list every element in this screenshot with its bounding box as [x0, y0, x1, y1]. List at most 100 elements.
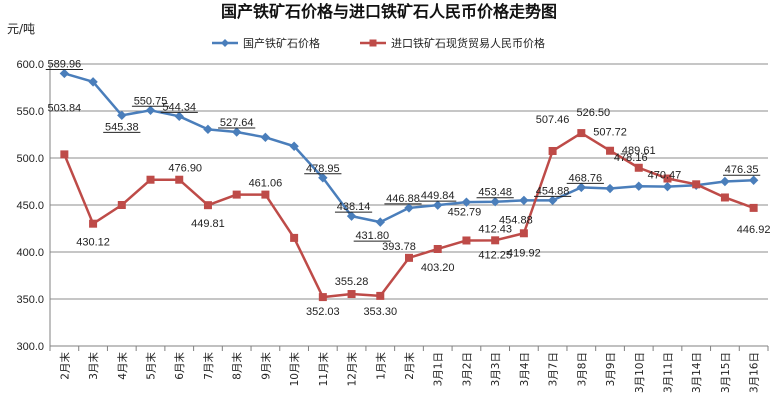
x-tick-label: 8月末	[231, 352, 244, 380]
data-label: 589.96	[48, 58, 82, 70]
legend: 国产铁矿石价格 进口铁矿石现货贸易人民币价格	[212, 36, 545, 50]
data-label: 476.90	[168, 163, 202, 175]
data-label: 446.92	[737, 224, 771, 236]
y-tick-label: 300.0	[16, 341, 44, 353]
data-point	[117, 201, 126, 209]
data-label: 478.16	[614, 152, 648, 164]
data-point	[88, 77, 98, 87]
x-tick-label: 3月末	[87, 352, 100, 380]
data-label: 446.88	[386, 193, 420, 205]
data-label: 353.30	[363, 306, 397, 318]
data-point	[577, 129, 586, 138]
data-point	[462, 236, 471, 245]
x-tick-label: 3月16日	[749, 352, 761, 393]
data-point	[491, 236, 500, 245]
data-point	[203, 124, 213, 135]
x-tick-label: 3月7日	[548, 352, 560, 386]
y-tick-label: 350.0	[16, 294, 44, 306]
data-point	[720, 176, 730, 187]
data-label: 550.75	[134, 95, 168, 107]
data-label: 527.64	[220, 117, 254, 129]
data-label: 461.06	[249, 178, 283, 190]
data-point	[433, 200, 443, 210]
data-point	[405, 253, 413, 262]
data-label: 454.88	[536, 185, 570, 197]
y-tick-label: 400.0	[16, 247, 44, 259]
data-label: 489.61	[622, 145, 656, 157]
x-tick-label: 10月末	[288, 352, 301, 387]
data-label: 412.25	[478, 249, 512, 261]
y-tick-label: 550.0	[16, 106, 44, 118]
data-label: 476.35	[725, 164, 759, 176]
data-point	[519, 229, 528, 238]
x-tick-label: 3月10日	[634, 352, 646, 393]
data-point	[634, 181, 644, 191]
y-tick-label: 450.0	[16, 200, 44, 212]
x-tick-label: 7月末	[202, 352, 215, 380]
data-point	[146, 175, 155, 184]
y-tick-label: 600.0	[16, 59, 44, 71]
data-label: 393.78	[382, 241, 416, 253]
axes: 300.0 350.0 400.0 450.0 500.0 550.0 600.0 2月末 3月…	[16, 59, 769, 393]
data-point	[663, 174, 672, 183]
series-lines	[59, 68, 759, 302]
data-point	[519, 195, 529, 206]
data-label: 453.48	[478, 187, 512, 199]
x-tick-label: 3月4日	[519, 352, 531, 386]
data-point	[461, 197, 472, 207]
chart-title: 国产铁矿石价格与进口铁矿石人民币价格走势图	[221, 2, 557, 21]
data-point	[117, 110, 127, 121]
x-tick-label: 2月末	[403, 352, 416, 380]
data-point	[203, 201, 212, 210]
data-label: 419.92	[507, 247, 541, 259]
data-point	[175, 175, 184, 184]
data-point	[748, 175, 759, 185]
x-tick-label: 12月末	[346, 352, 359, 387]
data-point	[260, 132, 271, 143]
data-point	[290, 233, 299, 242]
data-label: 478.95	[306, 163, 340, 175]
data-point	[318, 173, 328, 183]
x-tick-label: 6月末	[173, 352, 186, 380]
data-point	[346, 211, 357, 221]
data-point	[576, 182, 587, 193]
data-label: 431.80	[355, 230, 389, 242]
data-label: 430.12	[76, 237, 110, 249]
data-label: 503.84	[48, 102, 82, 114]
data-label: 352.03	[306, 306, 340, 318]
data-point	[232, 190, 241, 199]
data-point	[89, 219, 98, 228]
data-point	[634, 163, 643, 172]
data-point	[174, 111, 184, 122]
y-axis-unit-label: 元/吨	[7, 22, 35, 36]
data-point	[231, 127, 242, 137]
x-tick-label: 2月末	[58, 352, 71, 380]
x-tick-label: 3月2日	[461, 352, 473, 386]
data-point	[606, 146, 615, 155]
data-label: 526.50	[576, 107, 610, 119]
data-label: 507.72	[593, 127, 627, 139]
data-label: 454.88	[499, 214, 533, 226]
data-point	[433, 244, 442, 253]
data-label: 470.47	[648, 170, 682, 182]
legend-marker-0	[221, 39, 229, 47]
data-label: 449.81	[191, 218, 225, 230]
data-label: 449.84	[421, 190, 455, 202]
data-point	[749, 203, 758, 212]
x-tick-label: 4月末	[116, 352, 129, 380]
x-tick-label: 11月末	[317, 352, 330, 387]
x-tick-label: 3月14日	[691, 352, 703, 393]
y-tick-label: 500.0	[16, 153, 44, 165]
x-tick-label: 1月末	[374, 352, 387, 380]
data-label: 452.79	[448, 206, 482, 218]
legend-marker-1	[369, 39, 377, 47]
data-point	[662, 181, 673, 192]
data-point	[547, 195, 558, 206]
data-label: 355.28	[335, 276, 369, 288]
legend-label-1: 进口铁矿石现货贸易人民币价格	[391, 36, 545, 50]
x-tick-label: 3月15日	[720, 352, 732, 393]
x-tick-label: 3月11日	[662, 352, 674, 393]
x-tick-label: 3月1日	[433, 352, 445, 386]
